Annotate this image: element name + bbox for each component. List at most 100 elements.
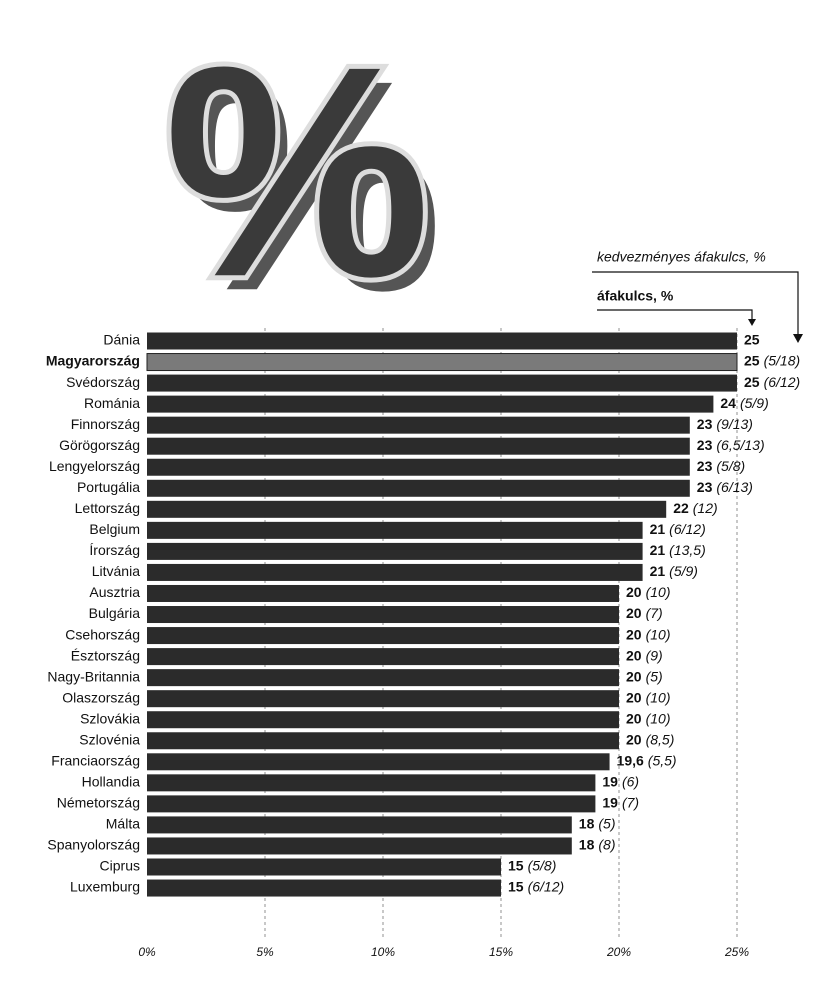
rate-arrowhead <box>748 319 756 326</box>
bar <box>147 542 643 560</box>
category-label: Málta <box>106 816 140 832</box>
bar <box>147 795 596 813</box>
category-label: Csehország <box>65 626 140 642</box>
value-label: 18 <box>579 837 595 853</box>
x-tick-label: 10% <box>371 945 395 959</box>
category-label: Olaszország <box>62 689 140 705</box>
value-label: 20 <box>626 710 642 726</box>
bar <box>147 732 619 750</box>
reduced-annotation: kedvezményes áfakulcs, % <box>597 249 766 265</box>
value-label: 23 <box>697 416 713 432</box>
category-label: Belgium <box>89 521 140 537</box>
bar <box>147 837 572 855</box>
x-tick-label: 15% <box>489 945 513 959</box>
bar <box>147 479 690 497</box>
reduced-rate-label: (5/8) <box>528 858 557 874</box>
rate-arrow <box>597 309 753 320</box>
bar <box>147 500 667 518</box>
reduced-arrowhead <box>793 334 803 343</box>
category-label: Hollandia <box>82 774 141 790</box>
bar <box>147 627 619 645</box>
reduced-rate-label: (13,5) <box>669 542 706 558</box>
bar <box>147 669 619 687</box>
category-label: Litvánia <box>92 563 140 579</box>
reduced-rate-label: (6,5/13) <box>716 437 764 453</box>
value-label: 19 <box>602 774 618 790</box>
category-label: Románia <box>84 395 140 411</box>
bar <box>147 816 572 834</box>
category-label: Ciprus <box>100 858 140 874</box>
value-label: 21 <box>650 521 666 537</box>
reduced-rate-label: (6/12) <box>528 879 565 895</box>
value-label: 22 <box>673 500 689 516</box>
value-label: 20 <box>626 647 642 663</box>
reduced-rate-label: (6/12) <box>764 374 801 390</box>
category-label: Finnország <box>71 416 140 432</box>
reduced-rate-label: (10) <box>646 689 671 705</box>
category-label: Luxemburg <box>70 879 140 895</box>
category-label: Ausztria <box>89 584 140 600</box>
reduced-rate-label: (8,5) <box>646 731 675 747</box>
x-tick-label: 5% <box>256 945 274 959</box>
bar <box>147 395 714 413</box>
bar <box>147 521 643 539</box>
bar <box>147 774 596 792</box>
bar <box>147 753 610 771</box>
reduced-rate-label: (10) <box>646 710 671 726</box>
value-label: 18 <box>579 816 595 832</box>
reduced-rate-label: (6/12) <box>669 521 706 537</box>
category-label: Írország <box>89 542 140 558</box>
bar <box>147 458 690 476</box>
reduced-rate-label: (9/13) <box>716 416 753 432</box>
category-label: Németország <box>57 795 140 811</box>
value-label: 21 <box>650 563 666 579</box>
bar <box>147 648 619 666</box>
reduced-rate-label: (10) <box>646 584 671 600</box>
value-label: 21 <box>650 542 666 558</box>
value-label: 23 <box>697 458 713 474</box>
category-label: Franciaország <box>51 753 140 769</box>
value-label: 25 <box>744 353 760 369</box>
percent-sign: % <box>164 3 431 339</box>
bar <box>147 563 643 581</box>
x-tick-label: 0% <box>138 945 156 959</box>
value-label: 15 <box>508 858 524 874</box>
bar <box>147 690 619 708</box>
category-label: Szlovénia <box>79 731 140 747</box>
bar <box>147 879 501 897</box>
reduced-rate-label: (8) <box>598 837 615 853</box>
bar <box>147 416 690 434</box>
value-label: 20 <box>626 689 642 705</box>
category-label: Nagy-Britannia <box>47 668 140 684</box>
category-label: Portugália <box>77 479 140 495</box>
reduced-rate-label: (7) <box>646 605 663 621</box>
category-label: Szlovákia <box>80 710 140 726</box>
bar <box>147 858 501 876</box>
reduced-rate-label: (6) <box>622 774 639 790</box>
reduced-rate-label: (5) <box>598 816 615 832</box>
reduced-rate-label: (5/18) <box>764 353 801 369</box>
reduced-rate-label: (7) <box>622 795 639 811</box>
reduced-rate-label: (5/8) <box>716 458 745 474</box>
value-label: 24 <box>720 395 736 411</box>
reduced-rate-label: (10) <box>646 626 671 642</box>
reduced-rate-label: (9) <box>646 647 663 663</box>
reduced-rate-label: (5,5) <box>648 753 677 769</box>
category-label: Lettország <box>75 500 140 516</box>
bar <box>147 437 690 455</box>
percent-shadow: % <box>176 17 443 353</box>
reduced-rate-label: (12) <box>693 500 718 516</box>
bar <box>147 374 737 392</box>
rate-annotation: áfakulcs, % <box>597 288 674 304</box>
value-label: 19,6 <box>617 753 644 769</box>
bar <box>147 584 619 602</box>
value-label: 23 <box>697 437 713 453</box>
category-label: Észtország <box>71 647 140 663</box>
value-label: 20 <box>626 626 642 642</box>
value-label: 20 <box>626 731 642 747</box>
reduced-rate-label: (6/13) <box>716 479 753 495</box>
value-label: 20 <box>626 605 642 621</box>
category-label: Spanyolország <box>47 837 140 853</box>
category-label: Svédország <box>66 374 140 390</box>
